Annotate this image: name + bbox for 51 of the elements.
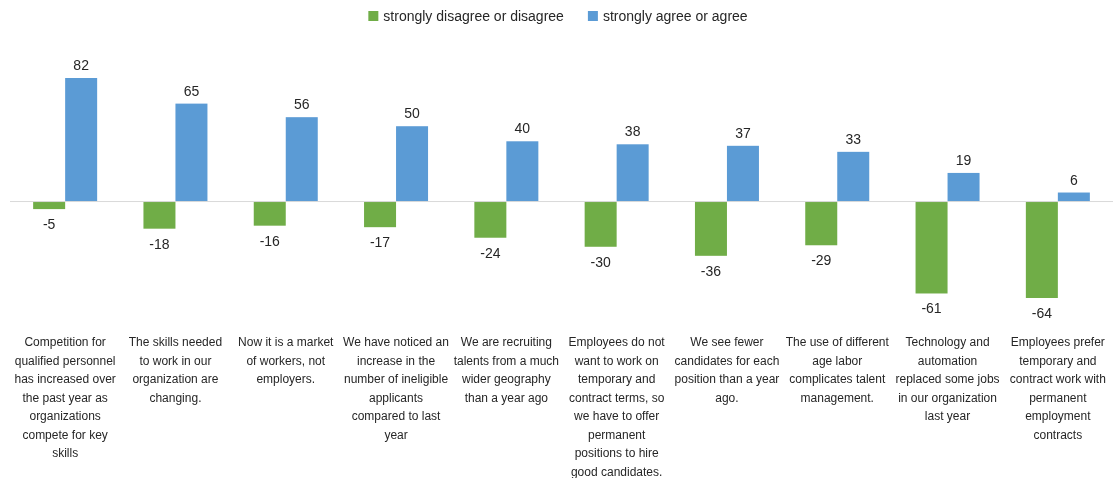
bar: [33, 201, 66, 210]
data-label: -64: [1031, 305, 1053, 321]
bar: [65, 78, 98, 202]
x-tick-label: Competition for qualified personnel has increased over the past year as organizations compete for key skills: [14, 335, 116, 460]
data-label: 33: [845, 130, 862, 147]
x-tick-label: We see fewer candidates for each position than a year ago.: [674, 335, 780, 405]
x-tick-label: We have noticed an increase in the number of ineligible applicants compared to last year: [343, 335, 449, 442]
data-label: -18: [149, 235, 170, 252]
data-label: 40: [514, 120, 531, 137]
data-label: 38: [624, 123, 641, 140]
x-tick-label: We are recruiting talents from a much wider geography than a year ago: [453, 335, 560, 405]
data-label: 19: [955, 151, 972, 168]
bar: [285, 117, 318, 202]
data-label: -30: [590, 253, 611, 270]
bar: [805, 201, 838, 246]
bar: [474, 201, 507, 238]
bar: [396, 126, 429, 202]
x-tick-label: Employees prefer temporary and contract work with permanent employment contracts: [1009, 335, 1106, 442]
data-label: -5: [42, 216, 56, 233]
bar: [253, 201, 286, 226]
bar: [694, 201, 727, 256]
data-label: -36: [700, 262, 722, 279]
bar: [915, 201, 948, 294]
legend-label: strongly agree or agree: [602, 8, 748, 24]
bar: [175, 103, 208, 202]
bar: [947, 172, 980, 202]
bar: [584, 201, 617, 247]
x-tick-label: The skills needed to work in our organization are changing.: [128, 335, 223, 405]
x-tick-label: Now it is a market of workers, not employers.: [238, 335, 335, 386]
data-label: 82: [73, 57, 90, 73]
data-label: 56: [293, 96, 310, 113]
data-label: -16: [259, 232, 281, 249]
data-label: 50: [404, 105, 421, 122]
data-label: 6: [1069, 171, 1078, 188]
bar: [837, 151, 870, 202]
data-label: -61: [921, 300, 942, 317]
x-tick-label: The use of different age labor complicates talent management.: [785, 335, 890, 405]
bar: [364, 201, 397, 228]
bar: [616, 144, 649, 202]
data-label: 65: [183, 82, 200, 99]
data-label: -24: [480, 244, 501, 261]
x-tick-label: Employees do not want to work on temporary and contract terms, so we have to offer permanent positions to hire good candidates.: [568, 335, 666, 478]
data-label: -29: [811, 252, 832, 269]
bar: [143, 201, 176, 229]
bar: [506, 141, 539, 202]
bar: [1025, 201, 1058, 298]
bar: [726, 145, 759, 202]
x-tick-label: Technology and automation replaced some jobs in our organization last year: [895, 335, 1000, 423]
data-label: 37: [735, 124, 751, 141]
data-label: -17: [369, 234, 391, 251]
legend-label: strongly disagree or disagree: [383, 8, 565, 24]
